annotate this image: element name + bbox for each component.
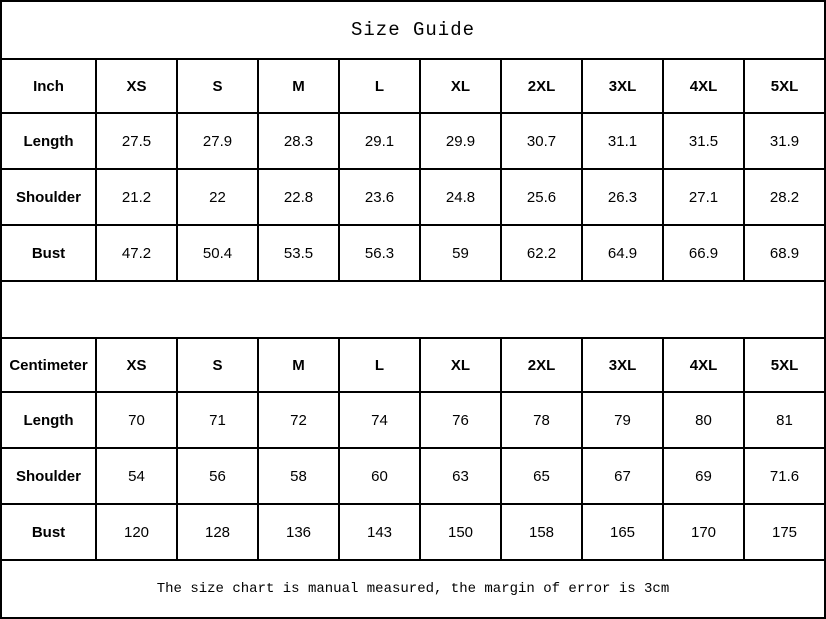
size-col-header: 5XL — [743, 58, 826, 114]
size-value-cell: 80 — [662, 391, 745, 449]
spacer-row — [0, 280, 826, 339]
size-col-header: XS — [95, 58, 178, 114]
size-value-cell: 76 — [419, 391, 502, 449]
size-value-cell: 26.3 — [581, 168, 664, 226]
size-col-header: 4XL — [662, 337, 745, 393]
measurement-disclaimer: The size chart is manual measured, the m… — [0, 559, 826, 619]
size-value-cell: 175 — [743, 503, 826, 561]
size-col-header: S — [176, 337, 259, 393]
size-value-cell: 64.9 — [581, 224, 664, 282]
size-value-cell: 27.1 — [662, 168, 745, 226]
inch-bust-row: Bust 47.2 50.4 53.5 56.3 59 62.2 64.9 66… — [0, 224, 826, 282]
size-value-cell: 71 — [176, 391, 259, 449]
row-label: Length — [0, 391, 97, 449]
size-col-header: M — [257, 58, 340, 114]
size-value-cell: 21.2 — [95, 168, 178, 226]
size-value-cell: 128 — [176, 503, 259, 561]
size-value-cell: 120 — [95, 503, 178, 561]
centimeter-unit-label: Centimeter — [0, 337, 97, 393]
size-value-cell: 79 — [581, 391, 664, 449]
row-label: Shoulder — [0, 447, 97, 505]
size-value-cell: 143 — [338, 503, 421, 561]
inch-length-row: Length 27.5 27.9 28.3 29.1 29.9 30.7 31.… — [0, 112, 826, 170]
size-value-cell: 28.3 — [257, 112, 340, 170]
size-value-cell: 70 — [95, 391, 178, 449]
row-label: Bust — [0, 224, 97, 282]
size-col-header: 4XL — [662, 58, 745, 114]
size-value-cell: 62.2 — [500, 224, 583, 282]
inch-shoulder-row: Shoulder 21.2 22 22.8 23.6 24.8 25.6 26.… — [0, 168, 826, 226]
size-value-cell: 24.8 — [419, 168, 502, 226]
page-title: Size Guide — [0, 0, 826, 60]
size-col-header: L — [338, 58, 421, 114]
size-value-cell: 29.1 — [338, 112, 421, 170]
size-value-cell: 25.6 — [500, 168, 583, 226]
size-value-cell: 74 — [338, 391, 421, 449]
size-value-cell: 170 — [662, 503, 745, 561]
size-value-cell: 29.9 — [419, 112, 502, 170]
size-value-cell: 60 — [338, 447, 421, 505]
size-value-cell: 31.9 — [743, 112, 826, 170]
size-value-cell: 67 — [581, 447, 664, 505]
size-col-header: 3XL — [581, 58, 664, 114]
inch-unit-label: Inch — [0, 58, 97, 114]
size-value-cell: 27.9 — [176, 112, 259, 170]
centimeter-header-row: Centimeter XS S M L XL 2XL 3XL 4XL 5XL — [0, 337, 826, 393]
size-value-cell: 158 — [500, 503, 583, 561]
size-value-cell: 81 — [743, 391, 826, 449]
size-col-header: 2XL — [500, 337, 583, 393]
centimeter-shoulder-row: Shoulder 54 56 58 60 63 65 67 69 71.6 — [0, 447, 826, 505]
row-label: Length — [0, 112, 97, 170]
size-value-cell: 63 — [419, 447, 502, 505]
footer-row: The size chart is manual measured, the m… — [0, 559, 826, 619]
size-value-cell: 72 — [257, 391, 340, 449]
row-label: Bust — [0, 503, 97, 561]
size-value-cell: 65 — [500, 447, 583, 505]
title-row: Size Guide — [0, 0, 826, 60]
size-value-cell: 56 — [176, 447, 259, 505]
size-value-cell: 30.7 — [500, 112, 583, 170]
centimeter-bust-row: Bust 120 128 136 143 150 158 165 170 175 — [0, 503, 826, 561]
size-value-cell: 136 — [257, 503, 340, 561]
size-value-cell: 56.3 — [338, 224, 421, 282]
size-col-header: S — [176, 58, 259, 114]
size-col-header: 2XL — [500, 58, 583, 114]
size-value-cell: 47.2 — [95, 224, 178, 282]
size-value-cell: 78 — [500, 391, 583, 449]
size-value-cell: 58 — [257, 447, 340, 505]
size-value-cell: 27.5 — [95, 112, 178, 170]
inch-header-row: Inch XS S M L XL 2XL 3XL 4XL 5XL — [0, 58, 826, 114]
size-col-header: 3XL — [581, 337, 664, 393]
size-value-cell: 31.5 — [662, 112, 745, 170]
size-value-cell: 66.9 — [662, 224, 745, 282]
centimeter-length-row: Length 70 71 72 74 76 78 79 80 81 — [0, 391, 826, 449]
row-label: Shoulder — [0, 168, 97, 226]
size-value-cell: 50.4 — [176, 224, 259, 282]
size-value-cell: 68.9 — [743, 224, 826, 282]
size-value-cell: 53.5 — [257, 224, 340, 282]
size-col-header: L — [338, 337, 421, 393]
size-value-cell: 22.8 — [257, 168, 340, 226]
size-value-cell: 59 — [419, 224, 502, 282]
size-value-cell: 69 — [662, 447, 745, 505]
size-value-cell: 165 — [581, 503, 664, 561]
size-col-header: 5XL — [743, 337, 826, 393]
size-value-cell: 22 — [176, 168, 259, 226]
size-col-header: XL — [419, 58, 502, 114]
size-col-header: M — [257, 337, 340, 393]
size-value-cell: 28.2 — [743, 168, 826, 226]
size-value-cell: 54 — [95, 447, 178, 505]
size-value-cell: 71.6 — [743, 447, 826, 505]
spacer-cell — [0, 280, 826, 339]
size-col-header: XL — [419, 337, 502, 393]
size-value-cell: 150 — [419, 503, 502, 561]
size-value-cell: 23.6 — [338, 168, 421, 226]
size-value-cell: 31.1 — [581, 112, 664, 170]
size-col-header: XS — [95, 337, 178, 393]
